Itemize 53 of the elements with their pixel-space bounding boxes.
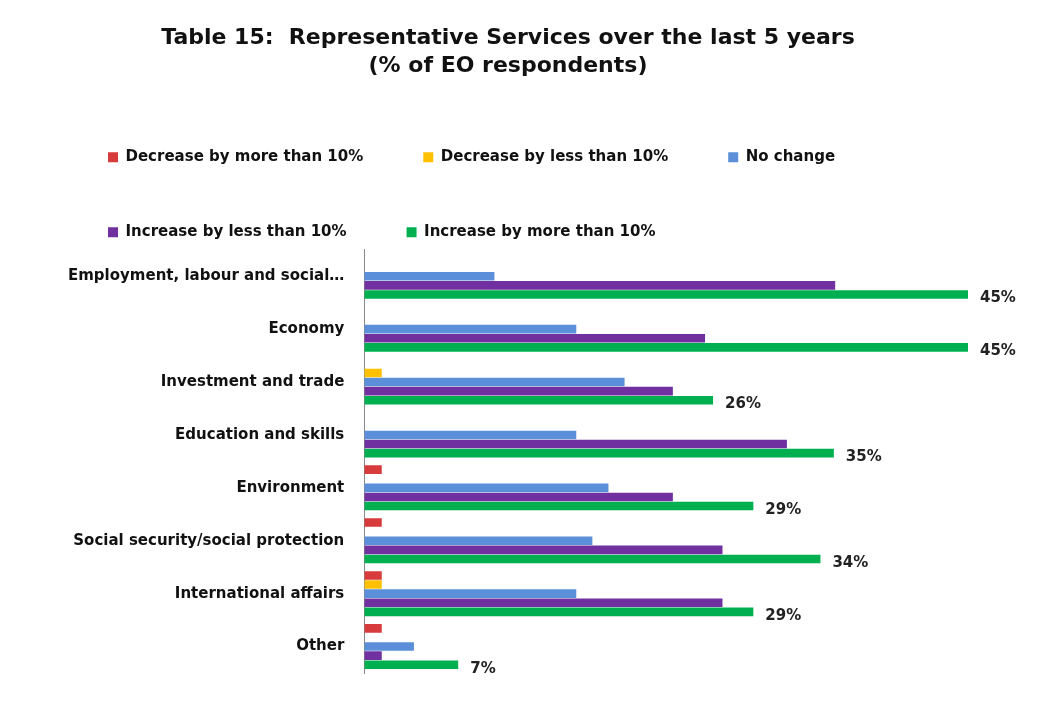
bar (364, 598, 723, 608)
chart-subtitle: (% of EO respondents) (368, 52, 648, 78)
data-label: 29% (765, 499, 802, 518)
bar (364, 492, 673, 502)
legend-label: Decrease by less than 10% (440, 147, 669, 166)
chart-title: Table 15: Representative Services over the last 5 years (161, 23, 855, 49)
y-tick-label: International affairs (174, 583, 345, 602)
bar (364, 439, 787, 449)
y-tick-label: Economy (268, 319, 345, 338)
bar (364, 642, 414, 651)
bar (364, 651, 382, 660)
bar (364, 483, 609, 493)
bar (364, 281, 836, 290)
data-label: 7% (470, 658, 496, 677)
data-label: 29% (765, 605, 802, 624)
bar (364, 395, 714, 405)
bar (364, 386, 673, 396)
bar (364, 448, 834, 458)
y-tick-label: Investment and trade (160, 371, 345, 390)
bar (364, 545, 723, 555)
legend-label: Decrease by more than 10% (125, 147, 364, 166)
bar (364, 343, 968, 352)
bar (364, 430, 577, 440)
data-label: 45% (980, 288, 1016, 307)
bar (364, 589, 577, 598)
bar (364, 660, 459, 670)
y-tick-label: Social security/social protection (73, 530, 345, 549)
bar (364, 368, 382, 378)
y-tick-label: Other (296, 636, 345, 655)
legend-label: Increase by more than 10% (424, 222, 656, 241)
data-label: 34% (832, 552, 869, 571)
bar (364, 624, 382, 633)
bar (364, 290, 968, 299)
bar (364, 607, 754, 617)
legend-label: Increase by less than 10% (125, 222, 347, 241)
bar (364, 580, 382, 589)
y-tick-label: Employment, labour and social… (67, 266, 345, 285)
bar (364, 501, 754, 511)
y-tick-label: Environment (236, 477, 345, 496)
bar (364, 465, 382, 474)
bar (364, 571, 382, 580)
data-label: 45% (980, 341, 1016, 360)
bar (364, 518, 382, 527)
bar (364, 554, 821, 564)
bar (364, 333, 706, 343)
data-label: 26% (725, 394, 762, 413)
bar (364, 271, 495, 281)
data-label: 35% (845, 447, 882, 466)
legend-label: No change (745, 147, 836, 166)
bar (364, 377, 625, 387)
bar (364, 324, 577, 334)
y-tick-label: Education and skills (175, 424, 345, 443)
bar (364, 536, 593, 546)
